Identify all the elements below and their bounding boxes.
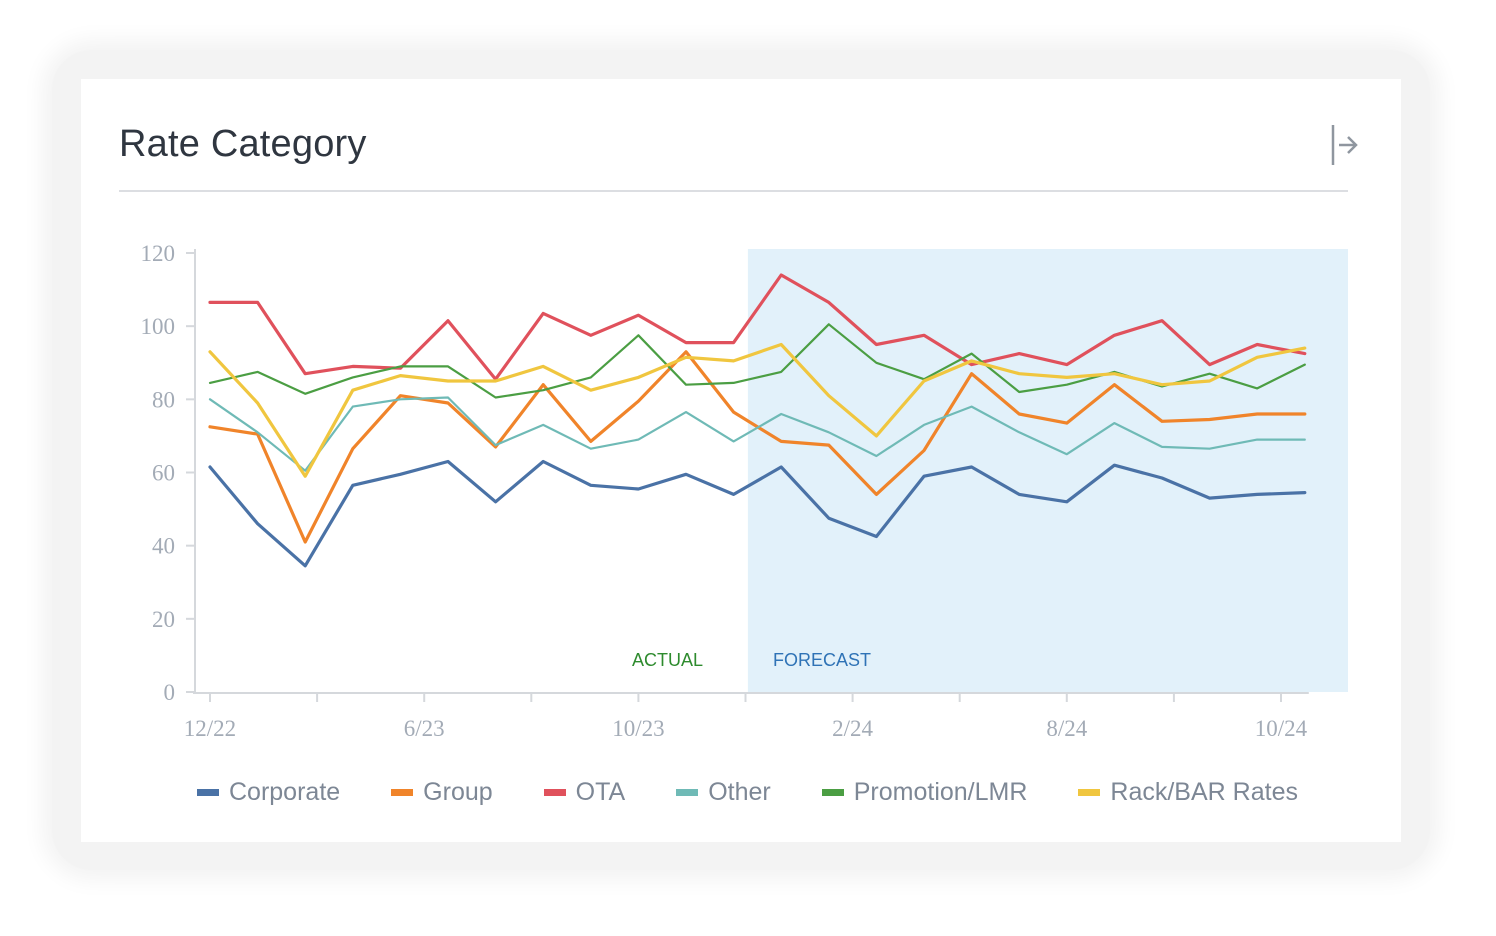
legend-swatch xyxy=(197,788,219,796)
y-tick-label: 120 xyxy=(141,241,176,266)
chart-legend: Corporate Group OTA Other Promotion/LMR Rack/… xyxy=(197,775,1298,809)
legend-swatch xyxy=(676,788,699,796)
y-tick-label: 100 xyxy=(141,314,176,339)
legend-item-corporate[interactable]: Corporate xyxy=(197,778,340,807)
x-tick-label: 10/24 xyxy=(1255,716,1308,741)
legend-item-promotion-lmr[interactable]: Promotion/LMR xyxy=(821,777,1028,807)
series-line-other xyxy=(208,396,1306,472)
legend-item-rack-bar-rates[interactable]: Rack/BAR Rates xyxy=(1078,778,1298,807)
x-tick-label: 10/23 xyxy=(612,716,664,741)
title-divider xyxy=(119,190,1348,192)
legend-label: Rack/BAR Rates xyxy=(1110,777,1298,806)
legend-label: Group xyxy=(423,777,493,806)
legend-swatch xyxy=(543,788,566,796)
legend-item-ota[interactable]: OTA xyxy=(543,777,626,807)
y-tick-label: 20 xyxy=(152,607,175,632)
y-tick-label: 60 xyxy=(152,461,175,486)
expand-right-icon[interactable] xyxy=(1329,123,1359,167)
y-tick-label: 40 xyxy=(152,534,175,559)
legend-label: OTA xyxy=(575,777,626,806)
legend-item-other[interactable]: Other xyxy=(676,778,771,807)
card-title: Rate Category xyxy=(119,123,367,165)
x-tick-label: 12/22 xyxy=(184,716,236,741)
rate-category-line-chart: 0 20 40 60 80 100 120 12/22 6/23 10/23 2/24 8/24 10/… xyxy=(141,241,1348,741)
series-line-corporate xyxy=(208,459,1307,568)
legend-label: Corporate xyxy=(229,777,341,806)
x-tick-label: 8/24 xyxy=(1046,716,1087,741)
series-line-rack-bar-rates xyxy=(208,342,1307,478)
legend-swatch xyxy=(1078,788,1101,796)
legend-swatch xyxy=(821,788,844,796)
x-tick-label: 6/23 xyxy=(404,716,445,741)
y-tick-label: 80 xyxy=(152,387,175,412)
forecast-region xyxy=(747,249,1348,692)
y-tick-label: 0 xyxy=(164,680,176,705)
legend-item-group[interactable]: Group xyxy=(391,777,493,807)
legend-swatch xyxy=(391,788,414,796)
actual-label: ACTUAL xyxy=(632,650,703,670)
x-tick-label: 2/24 xyxy=(832,716,873,741)
rate-category-card: Rate Category 0 20 40 60 80 100 120 12/22 6/23 10… xyxy=(81,79,1401,842)
legend-label: Other xyxy=(708,777,771,806)
forecast-label: FORECAST xyxy=(773,650,871,670)
legend-label: Promotion/LMR xyxy=(853,777,1028,806)
